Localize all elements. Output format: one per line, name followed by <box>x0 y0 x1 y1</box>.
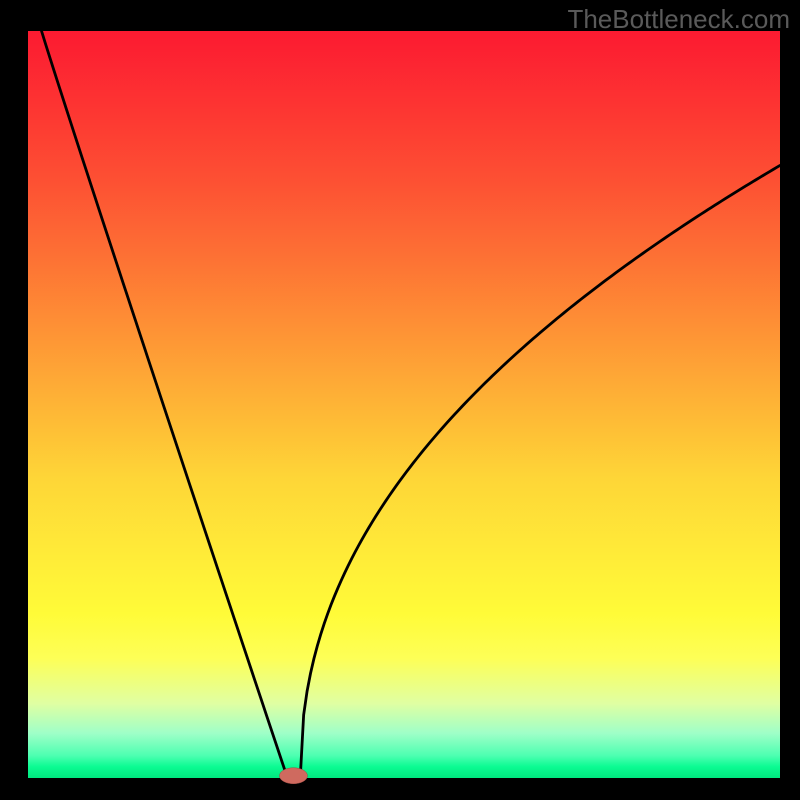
chart-background <box>28 31 780 778</box>
watermark-label: TheBottleneck.com <box>567 4 790 35</box>
valley-marker <box>279 768 307 784</box>
chart-container: TheBottleneck.com <box>0 0 800 800</box>
bottleneck-curve-chart <box>0 0 800 800</box>
